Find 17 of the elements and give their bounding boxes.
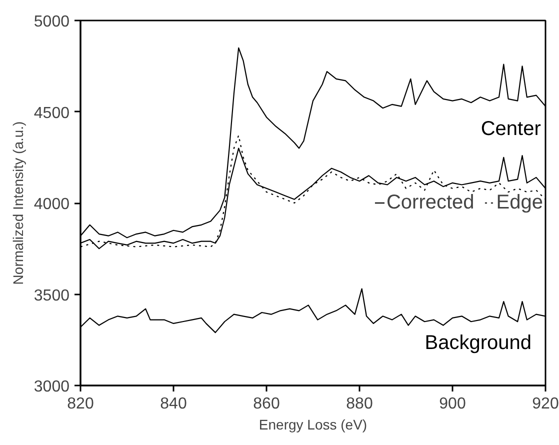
legend-label: Corrected — [386, 191, 474, 214]
x-axis-title: Energy Loss (eV) — [258, 416, 368, 432]
y-tick-label: 3500 — [34, 287, 70, 304]
x-tick-label: 900 — [439, 396, 466, 412]
x-tick-label: 860 — [253, 396, 280, 412]
x-tick-label: 920 — [532, 396, 559, 412]
y-tick-label: 5000 — [34, 14, 70, 30]
y-axis-title: Normalized Intensity (a.u.) — [10, 121, 26, 285]
x-tick-label: 840 — [160, 396, 187, 412]
y-tick-label: 4000 — [34, 196, 70, 213]
legend-label: Edge — [496, 191, 543, 214]
x-tick-label: 880 — [346, 396, 373, 412]
y-tick-label: 3000 — [34, 378, 70, 396]
y-tick-label: 4500 — [34, 104, 70, 122]
series-label: Background — [424, 332, 532, 354]
series-label: Center — [480, 118, 542, 140]
x-tick-label: 820 — [67, 396, 94, 412]
